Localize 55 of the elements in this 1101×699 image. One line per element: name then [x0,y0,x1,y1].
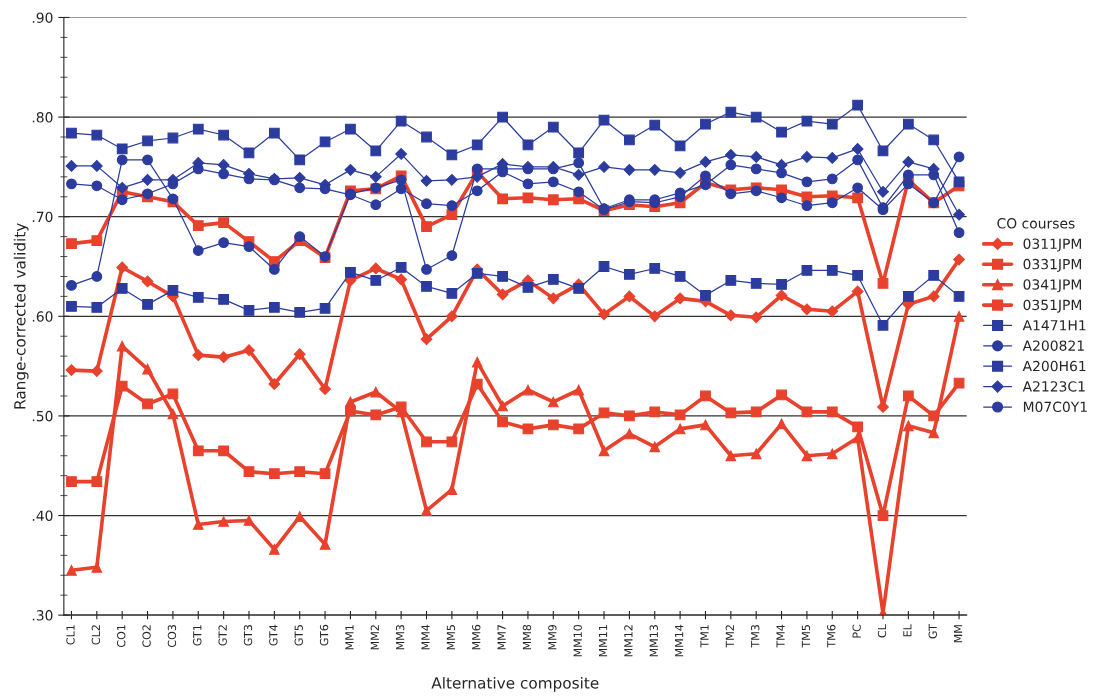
legend-label: A200H61 [1022,360,1086,372]
x-tick-label: PC [852,624,861,638]
y-tick-label: .90 [32,12,53,23]
x-tick-label: CO2 [142,625,151,648]
legend-title: CO courses [997,218,1075,229]
x-tick-label: TM2 [725,625,734,648]
y-tick-label: .30 [32,610,53,621]
x-tick-label: CL [877,624,887,638]
x-tick-label: MM11 [598,625,608,657]
x-tick-label: MM [954,625,963,643]
x-tick-label: EL [903,624,912,637]
y-axis-title: Range-corrected validity [13,223,29,409]
legend-label: M07C0Y1 [1023,401,1087,413]
x-tick-label: MM7 [497,625,506,650]
x-tick-label: GT3 [243,625,253,646]
legend-label: A1471H1 [1022,320,1086,331]
legend-label: 0331JPM [1023,258,1082,272]
x-tick-label: MM10 [573,624,582,657]
x-tick-label: MM3 [395,625,405,650]
x-tick-label: MM4 [421,624,430,650]
x-tick-label: CO1 [117,625,126,648]
x-tick-label: TM3 [751,625,760,648]
legend-label: 0311JPM [1023,238,1082,252]
x-tick-label: CL2 [91,625,101,645]
x-tick-label: GT4 [269,624,278,646]
x-tick-label: TM6 [827,624,836,648]
legend-label: 0351JPM [1023,299,1082,313]
y-tick-label: .40 [32,510,53,521]
y-tick-label: .70 [32,211,53,223]
x-tick-label: GT1 [193,625,202,646]
x-axis-title: Alternative composite [431,676,599,692]
x-tick-label: TM5 [801,625,811,648]
x-tick-label: TM4 [776,624,785,648]
x-tick-label: GT [928,624,937,639]
x-tick-label: GT6 [319,624,329,646]
x-tick-label: MM13 [649,625,658,657]
x-tick-label: MM12 [624,625,633,657]
x-tick-label: MM1 [345,625,354,650]
x-tick-label: GT5 [294,625,303,646]
legend-label: 0341JPM [1023,279,1082,293]
legend-label: A200821 [1022,340,1084,351]
y-tick-label: .50 [32,410,53,422]
x-tick-label: GT2 [218,625,227,646]
x-tick-label: MM6 [472,624,481,650]
x-tick-label: MM2 [370,625,379,650]
x-tick-label: MM14 [675,624,684,657]
x-tick-label: MM5 [446,625,456,650]
x-tick-label: CO3 [167,625,177,648]
y-tick-label: .60 [32,311,53,322]
legend-label: A2123C1 [1022,381,1085,392]
x-tick-label: CL1 [66,625,75,645]
x-tick-label: MM9 [548,624,557,650]
y-tick-label: .80 [32,112,53,123]
x-tick-label: TM1 [700,625,709,648]
x-tick-label: MM8 [522,624,532,650]
